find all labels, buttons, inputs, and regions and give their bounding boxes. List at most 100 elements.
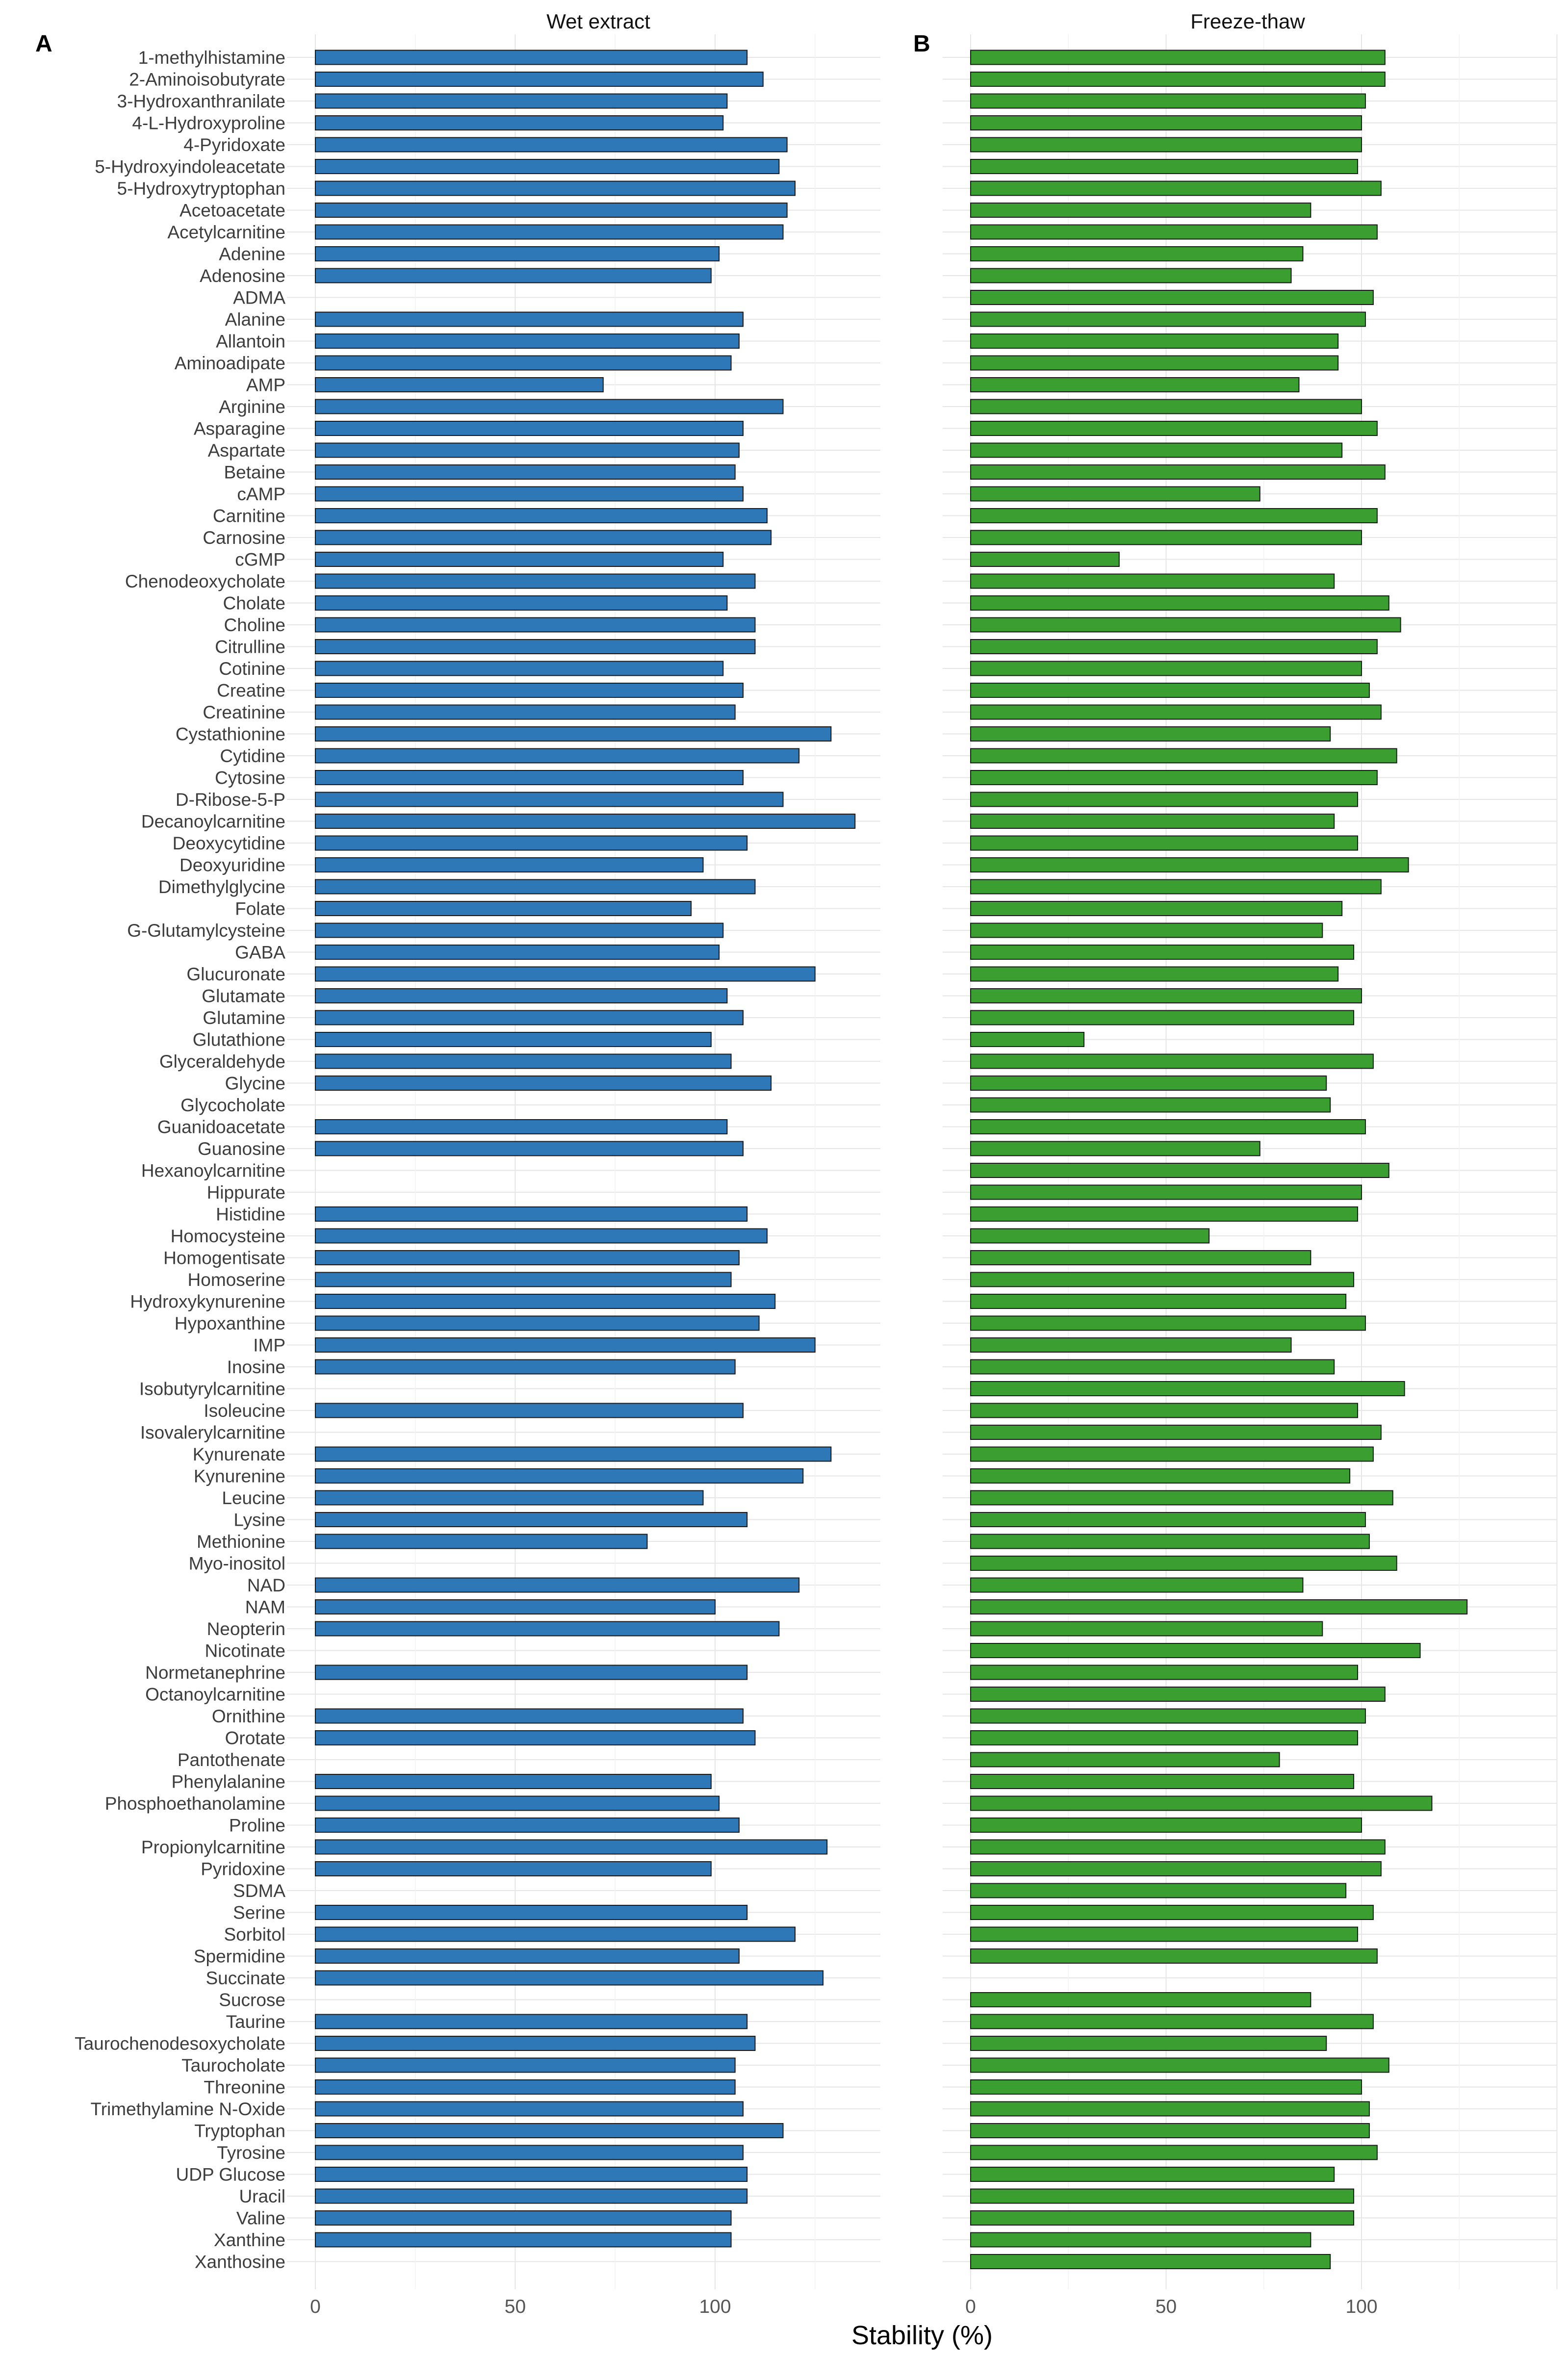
bar [970,180,1382,196]
bar [970,945,1355,960]
bar [970,1818,1362,1833]
bar [315,1032,712,1047]
bar [970,1468,1351,1484]
bar [315,1315,760,1331]
bar [315,552,724,567]
category-label: Leucine [222,1488,285,1508]
bar [970,2145,1378,2160]
bar [315,2123,784,2138]
bar [970,879,1382,895]
bar [315,683,744,698]
bar [315,1250,740,1265]
bar [970,311,1366,327]
bar [970,2188,1355,2204]
bar [315,1795,720,1811]
bar [315,1141,744,1156]
bar [315,486,744,502]
bar [970,1076,1327,1091]
bar [970,2254,1331,2269]
panel-a-category-labels: 1-methylhistamine2-Aminoisobutyrate3-Hyd… [75,48,285,2272]
category-label: Inosine [227,1357,285,1377]
bar [970,1141,1260,1156]
bar [970,1905,1374,1920]
bar [970,2036,1327,2051]
category-label: ADMA [233,288,285,308]
category-label: Acetoacetate [180,201,285,221]
bar [315,1774,712,1789]
category-label: cGMP [235,550,285,570]
category-label: Ornithine [212,1706,285,1726]
bar [970,683,1370,698]
bar [970,1774,1355,1789]
category-label: Proline [229,1816,285,1836]
bar [970,1795,1433,1811]
bar [315,1053,732,1069]
bar [315,988,728,1003]
bar [970,1948,1378,1964]
x-axis-title: Stability (%) [851,2321,993,2350]
bar [970,988,1362,1003]
bar [970,595,1389,611]
bar [315,421,744,436]
bar [315,617,756,633]
bar [970,93,1366,109]
bar [970,464,1386,480]
bar [970,1992,1311,2007]
category-label: NAM [245,1597,285,1617]
bar [970,748,1397,764]
bar [970,1053,1374,1069]
category-label: Deoxyuridine [180,855,285,875]
bar [315,901,692,916]
x-tick-label: 0 [310,2296,321,2317]
category-label: Homoserine [188,1270,285,1290]
bar [970,1272,1355,1287]
category-label: Myo-inositol [189,1554,285,1574]
bar [970,377,1300,392]
bar [315,1337,816,1353]
category-label: Glycocholate [180,1095,285,1115]
category-label: Cholate [223,593,285,614]
bar [970,268,1292,283]
bar [970,290,1374,305]
bar [970,1599,1468,1614]
category-label: Asparagine [194,419,285,439]
category-label: Sorbitol [224,1924,285,1945]
bar [315,1948,740,1964]
bar [970,1206,1359,1222]
category-label: Homogentisate [163,1248,285,1268]
bar [970,704,1382,720]
bar [970,1708,1366,1724]
bar [970,1032,1085,1047]
bar [315,246,720,261]
bar [315,333,740,349]
bar [315,1926,796,1942]
bar [315,726,832,742]
bar [970,792,1359,807]
category-label: Guanidoacetate [157,1117,285,1137]
bar [970,1381,1405,1396]
category-label: Glutamate [202,986,285,1006]
category-label: Deoxycytidine [173,833,285,853]
bar [970,617,1401,633]
category-label: Cotinine [219,659,285,679]
panel-a-letter: A [35,31,52,57]
bar [970,159,1359,174]
bar [315,879,756,895]
category-label: Methionine [197,1532,285,1552]
bar [315,2014,748,2029]
category-label: Pantothenate [178,1750,285,1770]
bar [315,1861,712,1876]
bar [970,2210,1355,2226]
bar [970,1119,1366,1134]
category-label: Aspartate [208,440,285,461]
bar [970,1010,1355,1025]
bar [970,1643,1421,1658]
category-label: Uracil [239,2186,285,2206]
category-label: Xanthine [214,2230,285,2250]
bar [315,1599,716,1614]
bar [970,1294,1347,1309]
bar [970,1577,1304,1593]
bar [970,1752,1280,1767]
bar [970,72,1386,87]
bar [315,835,748,851]
